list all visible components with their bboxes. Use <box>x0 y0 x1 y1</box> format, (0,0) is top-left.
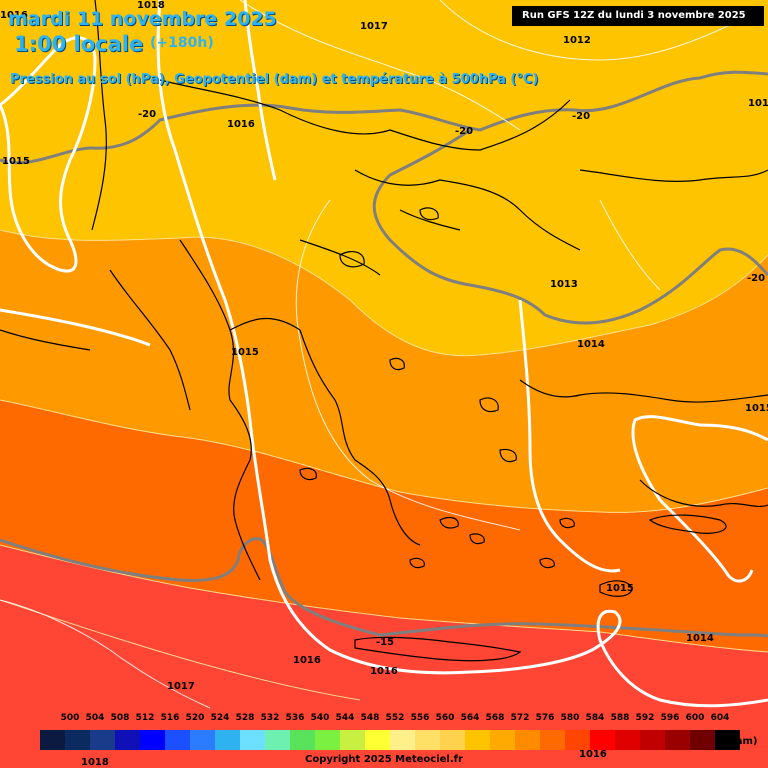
legend-swatch <box>165 730 190 750</box>
legend-swatch <box>115 730 140 750</box>
legend-value: 580 <box>560 713 580 723</box>
legend-value: 568 <box>485 713 505 723</box>
pressure-label: 1018 <box>81 757 109 768</box>
legend-color-bar <box>40 730 740 750</box>
legend-value: 592 <box>635 713 655 723</box>
legend-swatch <box>415 730 440 750</box>
legend-value: 520 <box>185 713 205 723</box>
legend-value: 572 <box>510 713 530 723</box>
isotherms <box>0 70 768 638</box>
isobars <box>0 0 768 708</box>
model-run-badge: Run GFS 12Z du lundi 3 novembre 2025 <box>512 6 764 26</box>
temperature-label: -15 <box>376 637 394 648</box>
pressure-label: 1017 <box>360 21 388 32</box>
legend-swatch <box>615 730 640 750</box>
pressure-label: 1016 <box>579 749 607 760</box>
pressure-label: 1015 <box>745 403 768 414</box>
legend-value: 536 <box>285 713 305 723</box>
pressure-label: 1014 <box>577 339 605 350</box>
legend-swatch <box>440 730 465 750</box>
legend-value: 532 <box>260 713 280 723</box>
pressure-label: 1013 <box>550 279 578 290</box>
legend-swatch <box>665 730 690 750</box>
legend-swatch <box>490 730 515 750</box>
legend-swatch <box>40 730 65 750</box>
coastlines <box>0 0 768 581</box>
legend-value: 524 <box>210 713 230 723</box>
forecast-date: mardi 11 novembre 2025 <box>8 8 277 30</box>
legend-swatch <box>190 730 215 750</box>
legend-value: 600 <box>685 713 705 723</box>
legend-swatch <box>65 730 90 750</box>
legend-value: 604 <box>710 713 730 723</box>
legend-value: 556 <box>410 713 430 723</box>
pressure-label: 1016 <box>370 666 398 677</box>
legend-swatch <box>240 730 265 750</box>
legend-swatch <box>715 730 740 750</box>
legend-value: 560 <box>435 713 455 723</box>
legend-swatch <box>365 730 390 750</box>
pressure-label: 1012 <box>563 35 591 46</box>
legend-value: 508 <box>110 713 130 723</box>
legend-swatch <box>640 730 665 750</box>
copyright-notice: Copyright 2025 Meteociel.fr <box>305 754 463 765</box>
legend-value: 588 <box>610 713 630 723</box>
map-subtitle: Pression au sol (hPa), Geopotentiel (dam… <box>10 72 539 87</box>
legend-value: 512 <box>135 713 155 723</box>
legend-value: 548 <box>360 713 380 723</box>
pressure-label: 1018 <box>137 0 165 11</box>
temperature-labels: -20 -20 -20 -20 -15 <box>138 109 765 648</box>
legend-value: 576 <box>535 713 555 723</box>
islands <box>299 207 727 662</box>
legend-unit: (dam) <box>724 736 758 747</box>
legend-swatch <box>565 730 590 750</box>
legend-value: 552 <box>385 713 405 723</box>
legend-swatch <box>540 730 565 750</box>
pressure-label: 1016 <box>227 119 255 130</box>
forecast-time: 1:00 locale <box>14 32 144 56</box>
color-legend: 500 504 508 512 516 520 524 528 532 536 540 544 548 5… <box>0 710 768 768</box>
legend-swatch <box>315 730 340 750</box>
legend-swatch <box>265 730 290 750</box>
legend-value: 564 <box>460 713 480 723</box>
legend-value: 500 <box>60 713 80 723</box>
legend-value: 540 <box>310 713 330 723</box>
temperature-label: -20 <box>747 273 765 284</box>
band-576 <box>0 545 768 768</box>
legend-swatch <box>690 730 715 750</box>
pressure-label: 1015 <box>606 583 634 594</box>
legend-value: 584 <box>585 713 605 723</box>
legend-swatch <box>515 730 540 750</box>
legend-swatch <box>215 730 240 750</box>
pressure-label: 1012 <box>748 98 768 109</box>
legend-swatch <box>290 730 315 750</box>
pressure-label: 1015 <box>231 347 259 358</box>
legend-value: 544 <box>335 713 355 723</box>
legend-value: 528 <box>235 713 255 723</box>
temperature-label: -20 <box>572 111 590 122</box>
legend-swatch <box>90 730 115 750</box>
secondary-isobars <box>0 0 741 709</box>
temperature-label: -20 <box>138 109 156 120</box>
legend-value: 504 <box>85 713 105 723</box>
legend-swatch <box>465 730 490 750</box>
legend-swatch <box>140 730 165 750</box>
pressure-label: 1015 <box>2 156 30 167</box>
temperature-label: -20 <box>455 126 473 137</box>
legend-value: 596 <box>660 713 680 723</box>
pressure-label: 1014 <box>686 633 714 644</box>
legend-swatch <box>390 730 415 750</box>
legend-swatch <box>590 730 615 750</box>
legend-value: 516 <box>160 713 180 723</box>
geopotential-contours <box>0 229 768 701</box>
pressure-label: 1016 <box>293 655 321 666</box>
forecast-lead-time: (+180h) <box>150 35 214 51</box>
legend-swatch <box>340 730 365 750</box>
pressure-label: 1017 <box>167 681 195 692</box>
pressure-label: 1016 <box>0 10 28 21</box>
